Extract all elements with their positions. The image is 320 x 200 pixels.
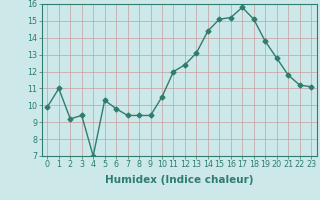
X-axis label: Humidex (Indice chaleur): Humidex (Indice chaleur) (105, 175, 253, 185)
